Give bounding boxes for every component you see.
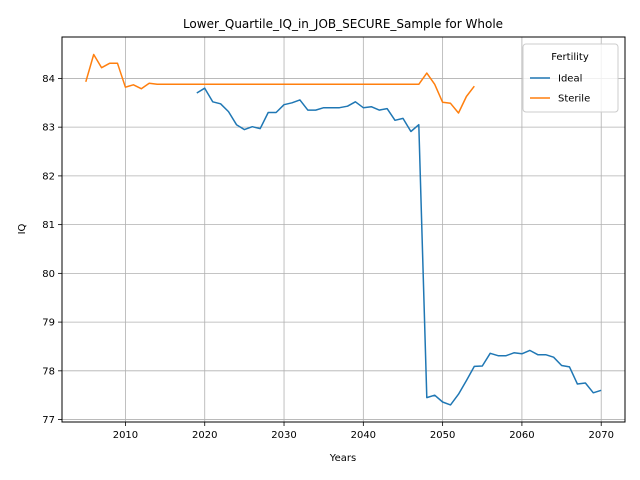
- chart-title: Lower_Quartile_IQ_in_JOB_SECURE_Sample f…: [183, 17, 503, 31]
- y-tick-label: 83: [42, 123, 55, 134]
- y-tick-label: 78: [42, 366, 55, 377]
- x-tick-label: 2020: [192, 430, 217, 441]
- x-tick-label: 2030: [271, 430, 296, 441]
- grid: [62, 37, 625, 422]
- y-tick-label: 81: [42, 220, 55, 231]
- legend: Fertility Ideal Sterile: [522, 43, 619, 113]
- x-axis-ticks: 2010 2020 2030 2040 2050 2060 2070: [113, 422, 614, 441]
- plot-frame: [61, 36, 626, 423]
- y-tick-label: 80: [42, 269, 55, 280]
- legend-title: Fertility: [551, 52, 589, 63]
- legend-label-sterile: Sterile: [558, 94, 590, 105]
- x-tick-label: 2010: [113, 430, 138, 441]
- x-tick-label: 2070: [588, 430, 613, 441]
- y-axis-ticks: 77 78 79 80 81 82 83 84: [42, 74, 62, 426]
- series-line-ideal: [196, 87, 602, 406]
- y-tick-label: 84: [42, 74, 55, 85]
- x-tick-label: 2040: [351, 430, 376, 441]
- y-axis-label: IQ: [17, 223, 28, 234]
- series-lines: [85, 53, 602, 406]
- legend-label-ideal: Ideal: [558, 74, 582, 85]
- y-tick-label: 79: [42, 318, 55, 329]
- x-tick-label: 2060: [509, 430, 534, 441]
- legend-box: [522, 43, 619, 113]
- y-tick-label: 82: [42, 171, 55, 182]
- series-line-sterile: [85, 53, 475, 114]
- y-tick-label: 77: [42, 415, 55, 426]
- x-tick-label: 2050: [430, 430, 455, 441]
- x-axis-label: Years: [329, 453, 356, 464]
